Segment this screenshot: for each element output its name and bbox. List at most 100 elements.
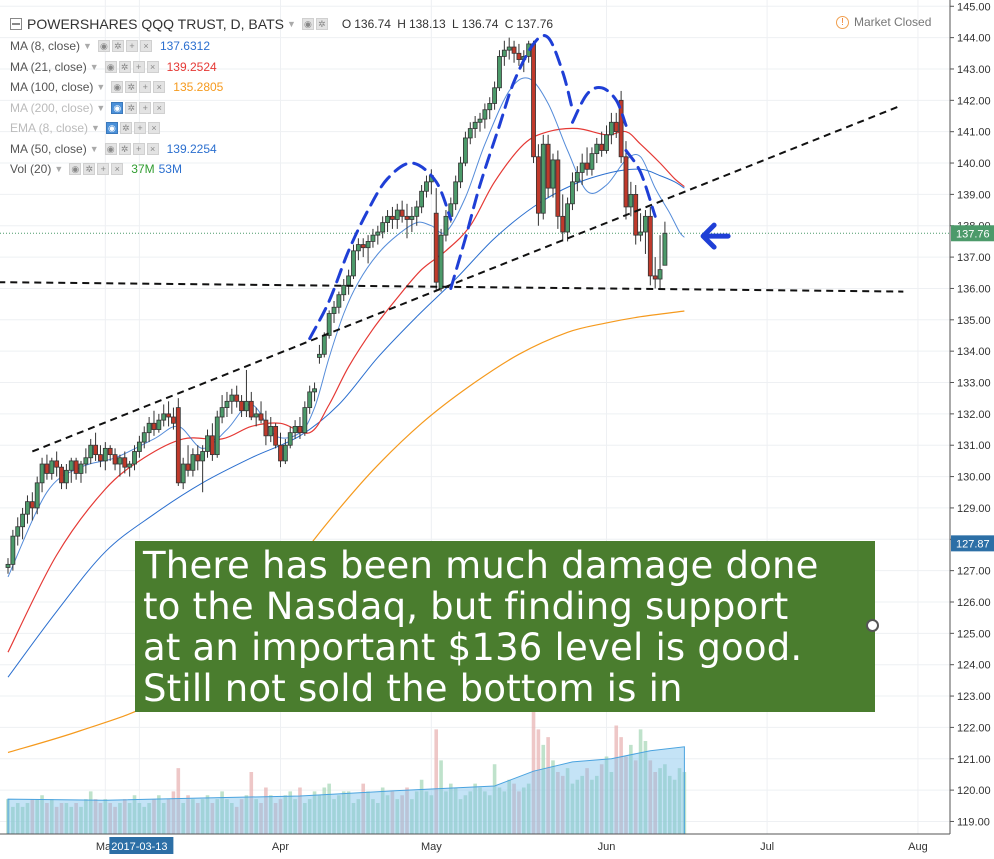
- eye-icon[interactable]: ◉: [301, 18, 314, 30]
- plus-icon[interactable]: +: [132, 60, 145, 73]
- close-icon[interactable]: ×: [146, 142, 159, 155]
- candle-body: [482, 109, 488, 120]
- candle: [351, 244, 356, 280]
- candle: [253, 407, 259, 427]
- volume-bar: [239, 799, 244, 834]
- gear-icon[interactable]: ✲: [315, 18, 328, 30]
- eye-icon[interactable]: ◉: [105, 122, 118, 134]
- x-tick-label: Jul: [760, 841, 774, 853]
- plus-icon[interactable]: +: [97, 163, 110, 175]
- y-tick-label: 119.00: [957, 816, 990, 828]
- candle: [234, 385, 240, 408]
- plus-icon[interactable]: +: [139, 101, 152, 114]
- indicator-label[interactable]: MA (50, close): [10, 141, 87, 156]
- candle-body: [380, 222, 386, 233]
- close-icon[interactable]: ×: [146, 60, 159, 73]
- gear-icon[interactable]: ✲: [125, 101, 138, 114]
- candle: [370, 228, 376, 248]
- indicator-row[interactable]: MA (50, close) ▼ ◉ ✲ + × 139.2254: [10, 140, 217, 158]
- pattern-arc[interactable]: [571, 86, 628, 127]
- gear-icon[interactable]: ✲: [119, 122, 132, 134]
- candle: [224, 391, 230, 417]
- gear-icon[interactable]: ✲: [83, 163, 96, 175]
- gear-icon[interactable]: ✲: [118, 60, 131, 73]
- candle-body: [555, 159, 561, 217]
- eye-icon[interactable]: ◉: [111, 81, 124, 93]
- chevron-down-icon[interactable]: ▼: [89, 61, 99, 72]
- eye-icon[interactable]: ◉: [97, 40, 110, 52]
- eye-icon[interactable]: ◉: [104, 142, 117, 155]
- indicator-label[interactable]: EMA (8, close): [10, 121, 89, 135]
- indicator-row[interactable]: MA (21, close) ▼ ◉ ✲ + × 139.2524: [10, 58, 217, 76]
- indicator-label[interactable]: Vol (20): [10, 162, 52, 176]
- chevron-down-icon[interactable]: ▼: [83, 41, 92, 51]
- plus-icon[interactable]: +: [132, 142, 145, 155]
- indicator-row[interactable]: MA (8, close) ▼ ◉ ✲ + × 137.6312: [10, 37, 210, 55]
- volume-bar: [458, 799, 463, 834]
- candle-body: [618, 99, 624, 158]
- candle-body: [472, 121, 478, 129]
- close-icon[interactable]: ×: [147, 122, 160, 134]
- candle-body: [63, 469, 69, 484]
- trendline[interactable]: [0, 281, 904, 293]
- candle-body: [73, 460, 79, 474]
- candle: [341, 279, 347, 301]
- chevron-down-icon[interactable]: ▼: [286, 19, 296, 29]
- plus-icon[interactable]: +: [125, 40, 138, 52]
- candle-body: [39, 463, 45, 484]
- resize-handle[interactable]: [866, 619, 879, 632]
- indicator-label[interactable]: MA (8, close): [10, 39, 81, 53]
- candle: [258, 401, 264, 424]
- candle: [59, 464, 64, 490]
- candle: [346, 269, 352, 295]
- pattern-arc[interactable]: [308, 161, 453, 341]
- indicator-label[interactable]: MA (200, close): [10, 100, 94, 115]
- candle: [643, 210, 648, 254]
- indicator-row[interactable]: Vol (20) ▼ ◉ ✲ + × 37M 53M: [10, 160, 182, 178]
- gear-icon[interactable]: ✲: [125, 81, 138, 93]
- volume-bar: [127, 803, 132, 834]
- chevron-down-icon[interactable]: ▼: [89, 143, 99, 154]
- y-tick-label: 143.00: [957, 64, 991, 76]
- gear-icon[interactable]: ✲: [118, 142, 131, 155]
- plus-icon[interactable]: +: [133, 122, 146, 134]
- price-axis[interactable]: 119.00 120.00 121.00 122.00 123.00 124.00 125.…: [949, 0, 994, 859]
- close-icon[interactable]: ×: [139, 40, 152, 52]
- gear-icon[interactable]: ✲: [111, 40, 124, 52]
- eye-icon[interactable]: ◉: [111, 101, 124, 114]
- symbol-title[interactable]: POWERSHARES QQQ TRUST, D, BATS: [27, 16, 284, 32]
- close-icon[interactable]: ×: [111, 163, 124, 175]
- candle: [161, 404, 167, 427]
- plus-icon[interactable]: +: [139, 81, 152, 93]
- indicator-label[interactable]: MA (100, close): [10, 80, 94, 94]
- candle-body: [107, 447, 113, 456]
- volume-bar: [88, 791, 93, 834]
- volume-bar: [249, 772, 254, 834]
- volume-bar: [560, 775, 565, 834]
- candle: [453, 175, 459, 211]
- close-icon[interactable]: ×: [153, 81, 166, 93]
- collapse-icon[interactable]: [10, 18, 22, 30]
- chevron-down-icon[interactable]: ▼: [91, 123, 100, 133]
- close-icon[interactable]: ×: [153, 101, 166, 114]
- indicator-row[interactable]: MA (100, close) ▼ ◉ ✲ + × 135.2805: [10, 78, 223, 96]
- indicator-row[interactable]: EMA (8, close) ▼ ◉ ✲ + ×: [10, 119, 168, 137]
- symbol-header[interactable]: POWERSHARES QQQ TRUST, D, BATS ▼ ◉ ✲ O 13…: [10, 15, 556, 33]
- arrow-icon: [700, 222, 731, 250]
- y-tick-label: 145.00: [957, 1, 991, 13]
- eye-icon[interactable]: ◉: [69, 163, 82, 175]
- chevron-down-icon[interactable]: ▼: [96, 102, 106, 113]
- indicator-row[interactable]: MA (200, close) ▼ ◉ ✲ + ×: [10, 99, 173, 117]
- candle-body: [214, 416, 220, 456]
- pattern-arc[interactable]: [624, 149, 657, 218]
- chevron-down-icon[interactable]: ▼: [54, 164, 64, 174]
- pattern-arc[interactable]: [449, 34, 574, 290]
- eye-icon[interactable]: ◉: [104, 60, 117, 73]
- chevron-down-icon[interactable]: ▼: [96, 82, 106, 92]
- candle-body: [122, 457, 128, 468]
- volume-bar: [137, 803, 142, 834]
- indicator-label[interactable]: MA (21, close): [10, 59, 87, 74]
- candle-body: [278, 444, 283, 462]
